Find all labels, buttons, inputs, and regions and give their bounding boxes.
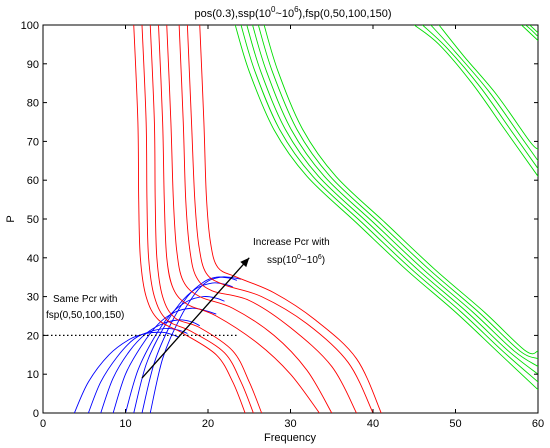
y-tick-label: 70 bbox=[27, 136, 39, 148]
y-tick-label: 20 bbox=[27, 330, 39, 342]
red-curve-2 bbox=[141, 25, 254, 413]
green-curve-3 bbox=[246, 25, 538, 375]
y-tick-label: 40 bbox=[27, 253, 39, 265]
x-tick-label: 60 bbox=[532, 418, 544, 430]
blue-curve-6 bbox=[133, 282, 233, 413]
arrow-shaft bbox=[141, 257, 250, 379]
x-tick-label: 30 bbox=[284, 418, 296, 430]
blue-curve-5 bbox=[125, 296, 225, 413]
y-tick-label: 90 bbox=[27, 59, 39, 71]
x-tick-label: 10 bbox=[119, 418, 131, 430]
chart-title: pos(0.3),ssp(100~106),fsp(0,50,100,150) bbox=[195, 5, 392, 20]
annotation-same-line1: Same Pcr with bbox=[53, 294, 117, 305]
annotation-increase-line1: Increase Pcr with bbox=[253, 237, 330, 248]
green-curve-5 bbox=[257, 25, 538, 360]
x-tick-label: 20 bbox=[202, 418, 214, 430]
y-tick-label: 60 bbox=[27, 175, 39, 187]
red-curve-3 bbox=[149, 25, 263, 413]
green-curve-11 bbox=[521, 25, 538, 41]
red-curve-1 bbox=[133, 25, 246, 413]
red-curve-4 bbox=[158, 25, 320, 413]
green-curve-2 bbox=[240, 25, 538, 383]
green-curve-1 bbox=[234, 25, 538, 391]
green-curve-6 bbox=[263, 25, 538, 355]
blue-curve-2 bbox=[87, 327, 188, 413]
green-curve-12 bbox=[525, 25, 538, 37]
annotation-increase-line2: ssp(100~106) bbox=[267, 254, 325, 266]
green-curve-7 bbox=[413, 25, 538, 177]
red-curve-family bbox=[133, 25, 382, 413]
red-curve-8 bbox=[199, 25, 382, 413]
red-curve-5 bbox=[166, 25, 333, 413]
green-curve-8 bbox=[422, 25, 538, 169]
y-tick-label: 10 bbox=[27, 369, 39, 381]
y-tick-label: 30 bbox=[27, 292, 39, 304]
y-tick-label: 100 bbox=[21, 20, 39, 32]
green-curve-9 bbox=[430, 25, 538, 162]
green-curve-10 bbox=[438, 25, 538, 150]
x-tick-label: 50 bbox=[449, 418, 461, 430]
y-axis-title: P bbox=[5, 215, 17, 222]
green-curve-family bbox=[234, 25, 538, 391]
arrow-layer bbox=[141, 257, 250, 379]
x-tick-label: 0 bbox=[40, 418, 46, 430]
red-curve-7 bbox=[186, 25, 374, 413]
y-tick-label: 80 bbox=[27, 98, 39, 110]
green-curve-4 bbox=[252, 25, 538, 367]
annotation-same-line2: fsp(0,50,100,150) bbox=[46, 310, 124, 321]
y-tick-label: 0 bbox=[33, 408, 39, 420]
blue-curve-8 bbox=[149, 276, 242, 413]
x-tick-label: 40 bbox=[367, 418, 379, 430]
x-axis-title: Frequency bbox=[264, 432, 316, 444]
blue-curve-1 bbox=[73, 331, 180, 413]
y-axis-ticks: 0 10 20 30 40 50 60 70 80 90 100 bbox=[21, 20, 538, 420]
arrow-head bbox=[240, 257, 250, 268]
y-tick-label: 50 bbox=[27, 214, 39, 226]
blue-curve-7 bbox=[141, 276, 238, 413]
red-curve-6 bbox=[178, 25, 357, 413]
x-axis-ticks: 0 10 20 30 40 50 60 bbox=[40, 25, 544, 430]
green-curve-13 bbox=[529, 25, 538, 34]
